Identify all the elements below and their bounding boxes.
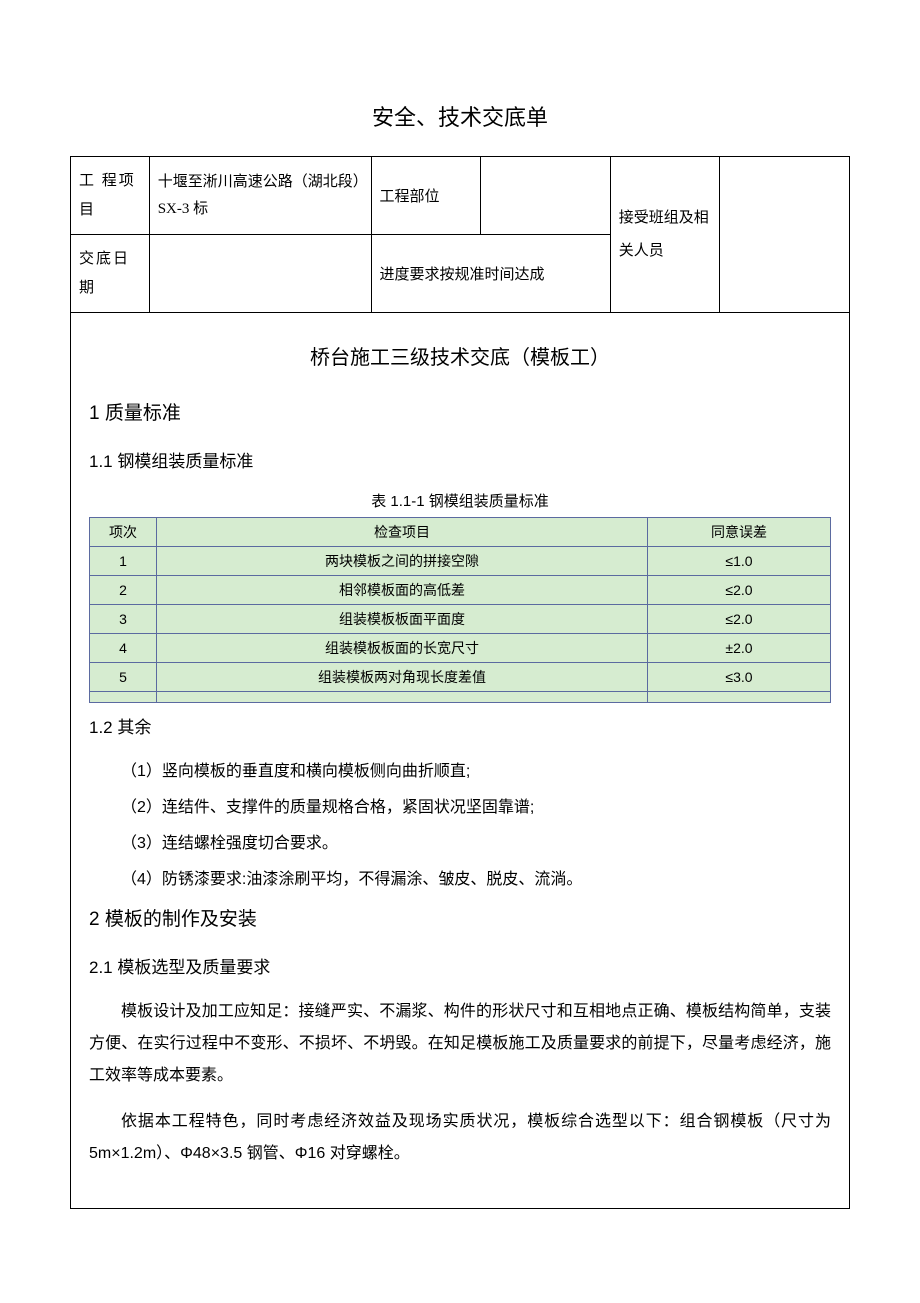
document-title: 安全、技术交底单 (70, 100, 850, 132)
cell-item: 组装模板两对角现长度差值 (157, 663, 648, 692)
table-row: 2 相邻模板面的高低差 ≤2.0 (90, 576, 831, 605)
cell-item: 两块模板之间的拼接空隙 (157, 547, 648, 576)
standards-table: 项次 检查项目 同意误差 1 两块模板之间的拼接空隙 ≤1.0 2 相邻模板面的… (89, 517, 831, 703)
value-part (480, 157, 610, 235)
paragraph: 依据本工程特色，同时考虑经济效益及现场实质状况，模板综合选型以下：组合钢模板（尺… (89, 1106, 831, 1170)
section-2-heading: 2 模板的制作及安装 (89, 904, 831, 931)
th-tolerance: 同意误差 (648, 518, 831, 547)
content-cell: 桥台施工三级技术交底（模板工） 1 质量标准 1.1 钢模组装质量标准 表 1.… (71, 313, 850, 1209)
th-item: 检查项目 (157, 518, 648, 547)
value-date (149, 235, 371, 313)
cell-tol: ±2.0 (648, 634, 831, 663)
cell-tol: ≤2.0 (648, 605, 831, 634)
form-table: 工 程项目 十堰至淅川高速公路（湖北段）SX-3 标 工程部位 接受班组及相关人… (70, 156, 850, 1209)
list-item: （2）连结件、支撑件的质量规格合格，紧固状况坚固靠谱; (89, 792, 831, 824)
cell-idx: 4 (90, 634, 157, 663)
label-project: 工 程项目 (71, 157, 150, 235)
section-1-heading: 1 质量标准 (89, 398, 831, 425)
list-item: （1）竖向模板的垂直度和横向模板侧向曲折顺直; (89, 756, 831, 788)
value-project: 十堰至淅川高速公路（湖北段）SX-3 标 (149, 157, 371, 235)
cell-tol: ≤1.0 (648, 547, 831, 576)
section-2-1-heading: 2.1 模板选型及质量要求 (89, 953, 831, 978)
label-date: 交底日期 (71, 235, 150, 313)
cell-item: 相邻模板面的高低差 (157, 576, 648, 605)
cell-tol: ≤3.0 (648, 663, 831, 692)
label-team: 接受班组及相关人员 (610, 157, 719, 313)
cell-idx: 2 (90, 576, 157, 605)
th-index: 项次 (90, 518, 157, 547)
cell-item: 组装模板板面平面度 (157, 605, 648, 634)
table-header-row: 项次 检查项目 同意误差 (90, 518, 831, 547)
section-1-2-heading: 1.2 其余 (89, 713, 831, 738)
cell-idx: 3 (90, 605, 157, 634)
label-part: 工程部位 (371, 157, 480, 235)
list-item: （3）连结螺栓强度切合要求。 (89, 828, 831, 860)
table-row: 3 组装模板板面平面度 ≤2.0 (90, 605, 831, 634)
table-empty-row (90, 692, 831, 703)
table-row: 1 两块模板之间的拼接空隙 ≤1.0 (90, 547, 831, 576)
cell-tol: ≤2.0 (648, 576, 831, 605)
paragraph: 模板设计及加工应知足：接缝严实、不漏浆、构件的形状尺寸和互相地点正确、模板结构简… (89, 996, 831, 1092)
list-item: （4）防锈漆要求:油漆涂刷平均，不得漏涂、皱皮、脱皮、流淌。 (89, 864, 831, 896)
table-caption: 表 1.1-1 钢模组装质量标准 (89, 490, 831, 511)
schedule-note: 进度要求按规准时间达成 (371, 235, 610, 313)
cell-item: 组装模板板面的长宽尺寸 (157, 634, 648, 663)
table-row: 4 组装模板板面的长宽尺寸 ±2.0 (90, 634, 831, 663)
cell-idx: 1 (90, 547, 157, 576)
content-subtitle: 桥台施工三级技术交底（模板工） (89, 341, 831, 370)
value-team (720, 157, 850, 313)
section-1-1-heading: 1.1 钢模组装质量标准 (89, 447, 831, 472)
cell-idx: 5 (90, 663, 157, 692)
table-row: 5 组装模板两对角现长度差值 ≤3.0 (90, 663, 831, 692)
